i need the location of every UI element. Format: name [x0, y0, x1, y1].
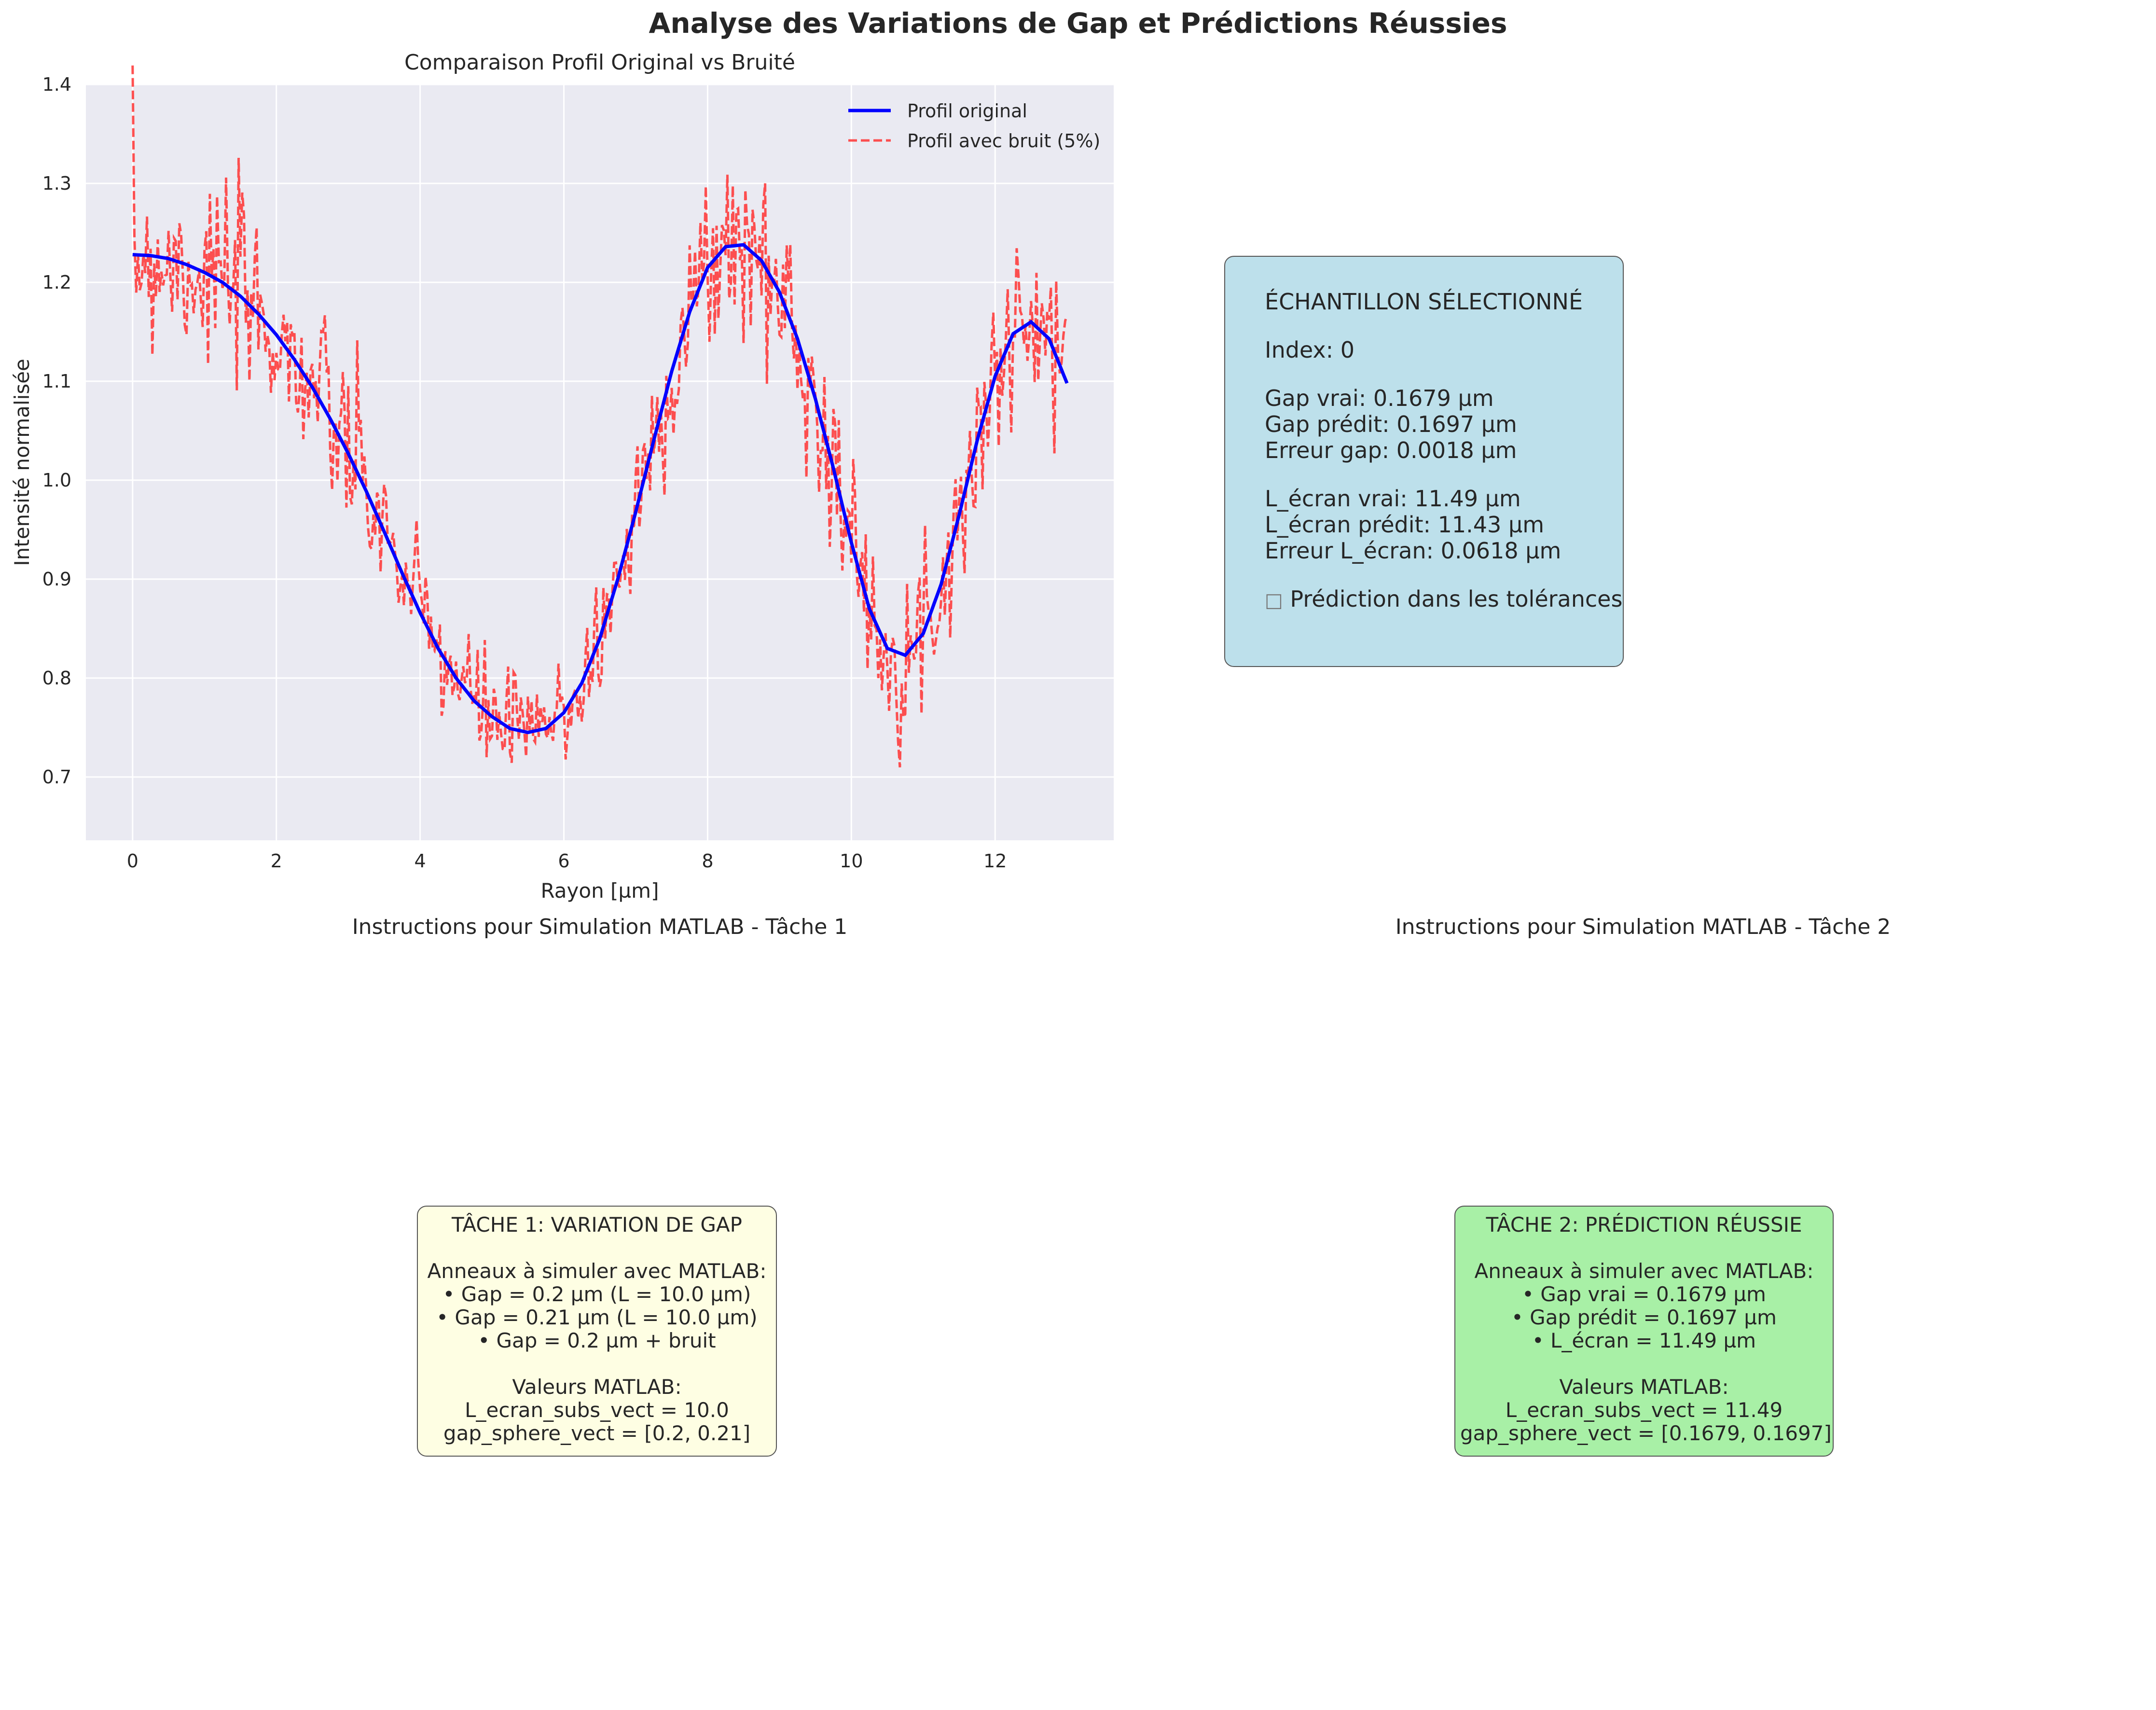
task2-intro: Anneaux à simuler avec MATLAB: [1474, 1259, 1814, 1283]
profile-chart: 0 2 4 6 8 10 12 0.7 0.8 0.9 1.0 1.1 1.2 1.3 1.4 Rayon … [10, 65, 1114, 903]
task1-values-title: Valeurs MATLAB: [512, 1375, 682, 1399]
task1-header: TÂCHE 1: VARIATION DE GAP [452, 1213, 742, 1237]
sample-info-box: ÉCHANTILLON SÉLECTIONNÉ Index: 0 Gap vra… [1224, 256, 1624, 667]
x-tick-label: 6 [558, 850, 569, 872]
x-tick-label: 12 [983, 850, 1007, 872]
gap-error: Erreur gap: 0.0018 µm [1265, 437, 1517, 463]
x-tick-label: 8 [702, 850, 713, 872]
y-tick-label: 0.7 [42, 766, 71, 788]
missing-glyph-icon: □ [1265, 589, 1283, 612]
x-tick-label: 2 [271, 850, 282, 872]
legend-label-original: Profil original [907, 100, 1027, 122]
task1-intro: Anneaux à simuler avec MATLAB: [427, 1259, 767, 1283]
tick-labels: 0 2 4 6 8 10 12 0.7 0.8 0.9 1.0 1.1 1.2 1.3 1.4 [42, 74, 1007, 872]
task2-title: Instructions pour Simulation MATLAB - Tâ… [1395, 915, 1891, 939]
y-tick-label: 1.1 [42, 371, 71, 392]
task1-box: TÂCHE 1: VARIATION DE GAP Anneaux à simu… [417, 1206, 777, 1457]
plot-area [86, 84, 1114, 840]
noisy-series [131, 65, 1068, 767]
noisy-profile-line [131, 65, 1068, 767]
y-tick-label: 0.8 [42, 667, 71, 689]
original-series [132, 243, 1069, 735]
y-tick-label: 1.3 [42, 173, 71, 194]
y-tick-label: 0.9 [42, 569, 71, 590]
x-tick-label: 10 [840, 850, 863, 872]
sample-box-title: ÉCHANTILLON SÉLECTIONNÉ [1265, 289, 1583, 315]
chart-title: Comparaison Profil Original vs Bruité [404, 50, 795, 75]
gap-predicted: Gap prédit: 0.1697 µm [1265, 411, 1517, 437]
task1-value-gap: gap_sphere_vect = [0.2, 0.21] [443, 1421, 751, 1445]
y-tick-label: 1.2 [42, 272, 71, 293]
task2-item: • L_écran = 11.49 µm [1532, 1329, 1756, 1352]
legend: Profil original Profil avec bruit (5%) [848, 100, 1100, 152]
task1-value-l: L_ecran_subs_vect = 10.0 [465, 1398, 729, 1422]
y-axis-label: Intensité normalisée [10, 359, 34, 566]
task2-header: TÂCHE 2: PRÉDICTION RÉUSSIE [1486, 1213, 1802, 1237]
original-profile-line [132, 243, 1069, 735]
l-ecran-predicted: L_écran prédit: 11.43 µm [1265, 512, 1545, 538]
task1-title: Instructions pour Simulation MATLAB - Tâ… [352, 915, 848, 939]
l-ecran-true: L_écran vrai: 11.49 µm [1265, 486, 1521, 512]
task2-item: • Gap vrai = 0.1679 µm [1522, 1282, 1766, 1306]
prediction-status-text: Prédiction dans les tolérances [1283, 586, 1623, 612]
task2-value-l: L_ecran_subs_vect = 11.49 [1505, 1398, 1783, 1422]
y-tick-label: 1.0 [42, 470, 71, 491]
prediction-status: □ Prédiction dans les tolérances [1265, 586, 1622, 613]
l-ecran-error: Erreur L_écran: 0.0618 µm [1265, 538, 1562, 564]
x-axis-label: Rayon [µm] [541, 879, 659, 903]
task2-box: TÂCHE 2: PRÉDICTION RÉUSSIE Anneaux à si… [1454, 1206, 1834, 1457]
figure-title: Analyse des Variations de Gap et Prédict… [649, 7, 1507, 40]
task1-item: • Gap = 0.2 µm (L = 10.0 µm) [442, 1282, 751, 1306]
y-tick-label: 1.4 [42, 74, 71, 95]
legend-label-noisy: Profil avec bruit (5%) [907, 130, 1100, 152]
x-tick-label: 0 [127, 850, 138, 872]
task1-item: • Gap = 0.2 µm + bruit [478, 1329, 716, 1352]
sample-index: Index: 0 [1265, 337, 1355, 363]
task2-values-title: Valeurs MATLAB: [1559, 1375, 1729, 1399]
task2-item: • Gap prédit = 0.1697 µm [1511, 1306, 1777, 1329]
task1-item: • Gap = 0.21 µm (L = 10.0 µm) [436, 1306, 758, 1329]
gap-true: Gap vrai: 0.1679 µm [1265, 385, 1494, 411]
x-tick-label: 4 [415, 850, 426, 872]
task2-value-gap: gap_sphere_vect = [0.1679, 0.1697] [1460, 1421, 1832, 1445]
